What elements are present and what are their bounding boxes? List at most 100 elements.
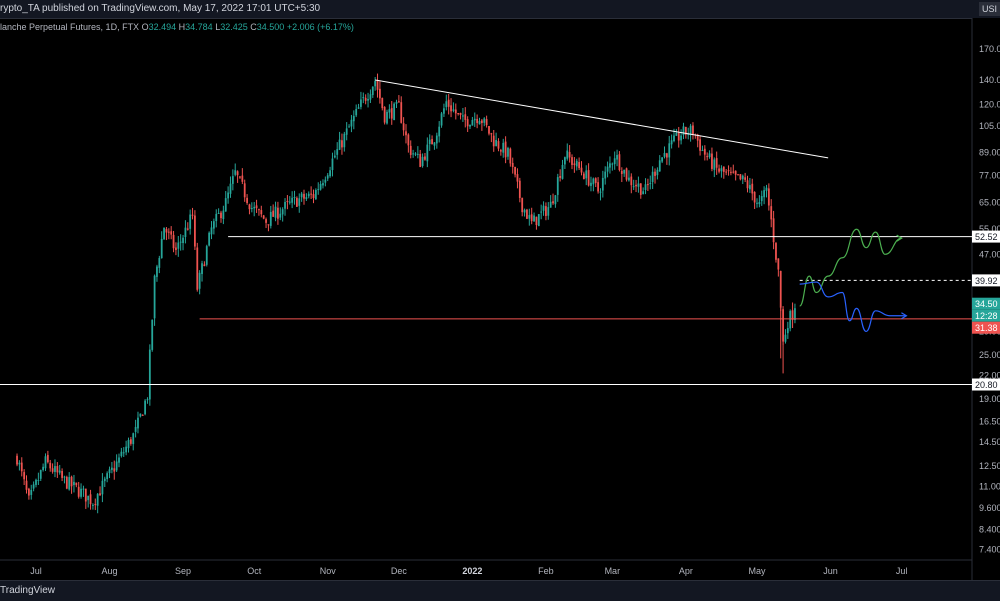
candle-body	[141, 414, 144, 416]
candle-body	[127, 439, 130, 449]
candle-body	[587, 170, 590, 186]
candle-body	[632, 186, 635, 188]
candle-body	[314, 189, 317, 200]
candle-body	[416, 153, 419, 155]
candle-body	[604, 171, 607, 179]
candle-body	[542, 205, 545, 211]
candle-body	[623, 169, 626, 174]
candle-body	[103, 478, 106, 482]
candle-body	[322, 183, 324, 186]
candle-body	[177, 242, 180, 249]
candle-body	[331, 158, 334, 171]
candle-body	[791, 310, 794, 320]
candle-body	[348, 126, 350, 128]
price-tick-label: 19.00	[979, 394, 1000, 404]
candle-body	[360, 99, 362, 107]
candle-body	[186, 228, 189, 230]
candle-body	[630, 176, 633, 186]
candle-body	[575, 160, 578, 167]
candle-body	[526, 209, 528, 219]
candle-body	[137, 417, 139, 429]
candle-body	[611, 163, 614, 165]
candle-body	[35, 479, 37, 485]
candle-body	[56, 466, 59, 473]
candle-body	[713, 159, 716, 170]
candle-body	[167, 231, 170, 233]
candle-body	[409, 145, 412, 155]
candle-body	[371, 86, 374, 95]
candle-body	[82, 488, 85, 490]
candle-body	[772, 218, 775, 243]
candle-body	[175, 247, 177, 250]
candle-body	[452, 109, 455, 111]
candle-body	[378, 88, 381, 99]
currency-button[interactable]: USI	[978, 2, 1000, 16]
candle-body	[205, 246, 208, 265]
candle-body	[284, 201, 286, 209]
candle-body	[462, 115, 464, 117]
candle-body	[258, 209, 260, 211]
candle-body	[272, 210, 275, 217]
candle-body	[42, 466, 45, 471]
candle-body	[473, 118, 476, 121]
candle-body	[397, 101, 400, 103]
price-tag-box	[972, 321, 1000, 334]
candle-body	[151, 319, 154, 350]
level-label: 39.92	[975, 276, 998, 286]
candle-body	[639, 183, 642, 195]
candle-body	[198, 272, 201, 289]
candle-body	[447, 99, 450, 107]
candle-body	[388, 109, 391, 113]
candle-body	[673, 135, 675, 142]
candle-body	[260, 210, 263, 215]
candle-body	[248, 204, 251, 210]
candle-body	[649, 182, 652, 184]
candle-body	[786, 328, 789, 334]
price-tick-label: 16.50	[979, 417, 1000, 427]
candle-body	[367, 98, 369, 101]
candle-body	[523, 209, 526, 213]
candle-body	[94, 504, 97, 506]
candle-body	[552, 201, 554, 204]
candle-body	[224, 198, 227, 212]
candle-body	[573, 163, 576, 165]
candle-body	[782, 309, 784, 342]
candle-body	[350, 119, 353, 127]
candle-body	[440, 113, 443, 126]
candle-body	[369, 94, 372, 100]
candle-body	[61, 470, 63, 478]
candle-body	[597, 182, 599, 192]
candle-body	[485, 119, 488, 126]
candle-body	[30, 489, 33, 495]
candle-body	[530, 214, 533, 222]
candle-body	[160, 238, 163, 259]
candle-body	[341, 140, 343, 148]
candle-body	[687, 133, 690, 136]
candle-body	[692, 125, 694, 134]
candle-body	[722, 166, 725, 172]
candle-body	[49, 462, 52, 469]
time-tick-label: Sep	[175, 566, 191, 576]
candle-body	[488, 126, 490, 134]
candle-body	[158, 258, 161, 268]
candle-body	[390, 108, 393, 119]
candle-body	[132, 433, 135, 445]
candle-body	[744, 177, 747, 180]
candle-body	[675, 132, 678, 136]
price-chart[interactable]: 170.00 140.00 120.00 105.00 89.00 77.00 65.00 5…	[0, 18, 1000, 580]
candle-body	[305, 197, 308, 200]
candle-body	[277, 207, 279, 219]
candle-body	[635, 184, 637, 187]
candle-body	[509, 148, 512, 164]
candle-body	[63, 476, 66, 478]
candle-body	[37, 479, 40, 481]
price-tick-label: 22.00	[979, 371, 1000, 381]
candle-body	[39, 470, 42, 479]
candle-body	[110, 467, 113, 470]
price-tick-label: 140.00	[979, 75, 1000, 85]
candle-body	[758, 202, 761, 205]
candle-body	[518, 180, 521, 198]
candle-body	[326, 175, 329, 179]
candle-body	[428, 139, 431, 145]
candle-body	[642, 191, 645, 195]
